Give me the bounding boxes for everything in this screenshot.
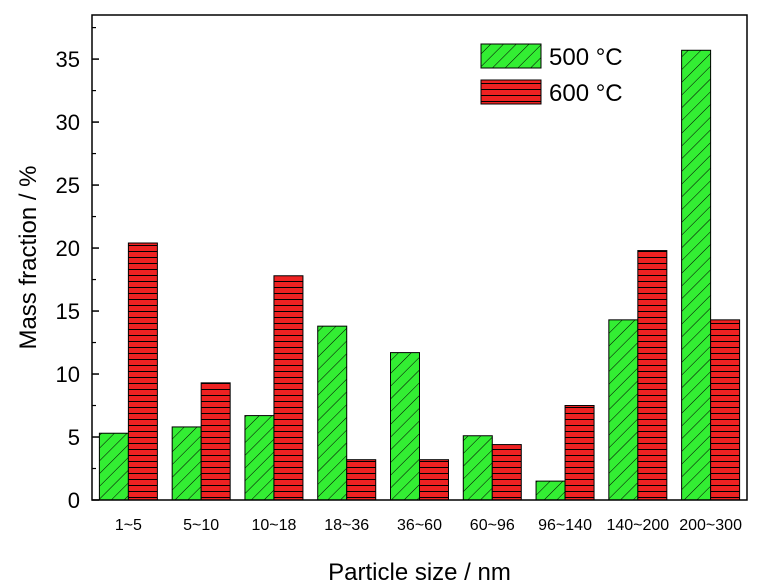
bar-series-0-0 xyxy=(98,432,129,501)
bar-series-0-5 xyxy=(462,435,493,501)
y-tick-label: 10 xyxy=(56,362,80,387)
legend-label-0: 500 °C xyxy=(549,44,623,71)
legend: 500 °C 600 °C xyxy=(480,43,623,107)
y-tick-label: 0 xyxy=(68,488,80,513)
bars-group xyxy=(98,49,741,501)
bar-series-1-8 xyxy=(710,319,741,501)
y-tick-label: 30 xyxy=(56,110,80,135)
plot-frame xyxy=(91,14,748,501)
x-tick-label: 200~300 xyxy=(679,517,742,534)
x-axis-label: Particle size / nm xyxy=(328,559,511,586)
y-tick-label: 20 xyxy=(56,236,80,261)
bar-series-1-4 xyxy=(419,459,449,501)
bar-series-1-6 xyxy=(564,405,595,501)
legend-swatch-1 xyxy=(480,79,542,105)
bar-series-0-8 xyxy=(681,49,712,501)
bar-series-1-7 xyxy=(637,250,668,501)
y-tick-label: 15 xyxy=(56,299,80,324)
x-tick-label: 60~96 xyxy=(470,517,515,534)
bar-series-0-4 xyxy=(390,352,420,501)
bar-series-1-1 xyxy=(200,382,231,501)
bar-series-0-6 xyxy=(535,480,566,501)
bar-series-0-2 xyxy=(244,415,275,501)
legend-label-1: 600 °C xyxy=(549,80,623,107)
x-tick-label: 1~5 xyxy=(115,517,142,534)
bar-series-0-3 xyxy=(317,325,348,501)
y-axis: 0 5 10 15 20 25 30 35 xyxy=(56,26,99,513)
x-tick-label: 36~60 xyxy=(397,517,442,534)
bar-series-1-3 xyxy=(346,459,377,501)
y-tick-label: 5 xyxy=(68,425,80,450)
x-axis: 1~5 5~10 10~18 18~36 36~60 60~96 96~140 140~200… xyxy=(115,517,742,534)
x-tick-label: 18~36 xyxy=(324,517,369,534)
y-tick-label: 35 xyxy=(56,47,80,72)
bar-series-1-2 xyxy=(273,275,304,501)
x-tick-label: 140~200 xyxy=(606,517,669,534)
bar-series-1-5 xyxy=(491,444,522,501)
legend-swatch-0 xyxy=(480,43,542,69)
bar-series-0-1 xyxy=(171,426,202,501)
bar-series-1-0 xyxy=(127,242,158,501)
y-tick-label: 25 xyxy=(56,173,80,198)
x-tick-label: 96~140 xyxy=(538,517,592,534)
x-tick-label: 10~18 xyxy=(251,517,296,534)
y-axis-label: Mass fraction / % xyxy=(15,165,42,349)
x-tick-label: 5~10 xyxy=(183,517,219,534)
bar-series-0-7 xyxy=(608,319,639,501)
